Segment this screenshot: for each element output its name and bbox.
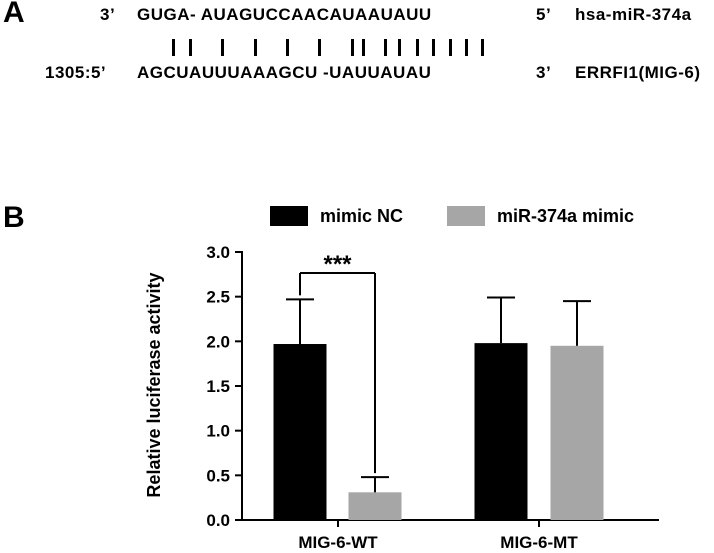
x-category-label-1: MIG-6-MT [500,533,578,552]
bar-1-1 [550,345,604,520]
mirna-5prime-end: 5’ [536,5,552,24]
y-tick-label-1: 0.5 [206,466,230,485]
legend-label-1: miR-374a mimic [497,206,634,226]
y-axis-label: Relative luciferase activity [144,272,164,497]
legend-label-0: mimic NC [320,206,403,226]
pairing-mark-1 [189,39,192,56]
target-sequence: AGCUAUUUAAAGCU -UAUUAUAU [137,63,432,82]
pairing-mark-2 [221,39,224,56]
pairing-mark-4 [286,39,289,56]
pairing-mark-3 [254,39,257,56]
legend-swatch-0 [270,206,308,226]
pairing-mark-13 [481,39,484,56]
pairing-mark-14 [362,39,365,56]
pairing-mark-11 [449,39,452,56]
pairing-mark-8 [398,39,401,56]
pairing-mark-12 [465,39,468,56]
mirna-sequence: GUGA- AUAGUCCAACAUAAUAUU [137,5,432,24]
bar-0-1 [348,492,402,520]
y-tick-label-0: 0.0 [206,511,230,530]
pairing-mark-10 [432,39,435,56]
legend-swatch-1 [447,206,485,226]
target-start-position: 1305:5’ [45,63,107,82]
pairing-mark-7 [384,39,387,56]
y-tick-label-5: 2.5 [206,288,230,307]
pairing-mark-6 [351,39,354,56]
bar-1-0 [474,343,528,520]
x-category-label-0: MIG-6-WT [298,533,378,552]
y-tick-label-2: 1.0 [206,422,230,441]
y-tick-label-4: 2.0 [206,332,230,351]
pairing-mark-0 [172,39,175,56]
mirna-3prime-end: 3’ [100,5,116,24]
pairing-mark-9 [416,39,419,56]
pairing-mark-5 [318,39,321,56]
target-3prime-end: 3’ [536,63,552,82]
panel-b-label: B [3,201,25,234]
target-gene-name: ERRFI1(MIG-6) [575,63,701,82]
panel-a-label: A [3,0,25,29]
y-tick-label-3: 1.5 [206,377,230,396]
significance-stars: *** [323,251,352,278]
bar-0-0 [273,344,327,520]
y-tick-label-6: 3.0 [206,243,230,262]
mirna-name: hsa-miR-374a [575,5,692,24]
